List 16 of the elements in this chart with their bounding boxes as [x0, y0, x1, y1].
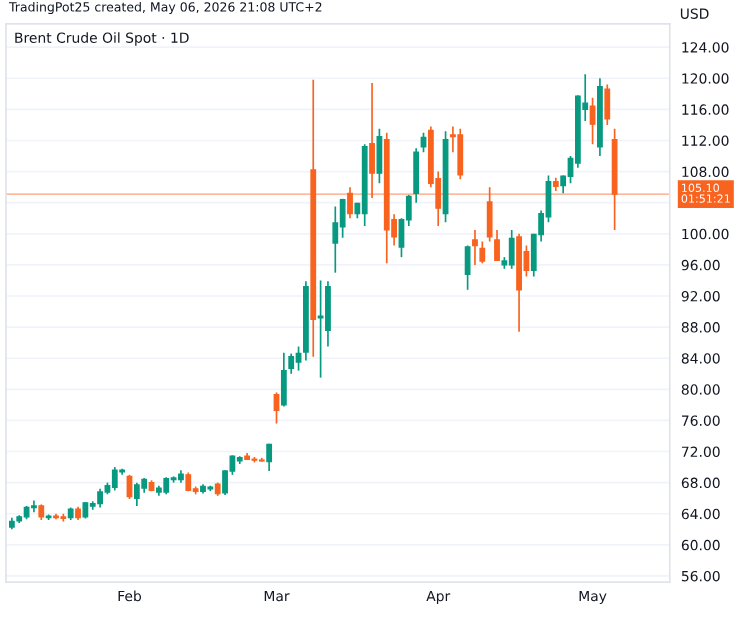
candlestick: [339, 197, 346, 239]
candlestick: [464, 244, 471, 291]
candlestick: [472, 229, 478, 266]
candlestick: [486, 186, 493, 243]
candlestick: [457, 127, 464, 181]
candlestick: [369, 82, 375, 199]
candlestick: [508, 229, 515, 270]
candlestick: [111, 466, 118, 492]
candlestick: [325, 280, 331, 348]
candlestick: [347, 186, 353, 220]
candlestick: [266, 442, 273, 472]
candlestick: [97, 488, 103, 509]
candlestick: [133, 481, 140, 507]
candlestick: [604, 83, 611, 126]
candlestick: [332, 205, 339, 274]
candlestick: [280, 351, 287, 408]
